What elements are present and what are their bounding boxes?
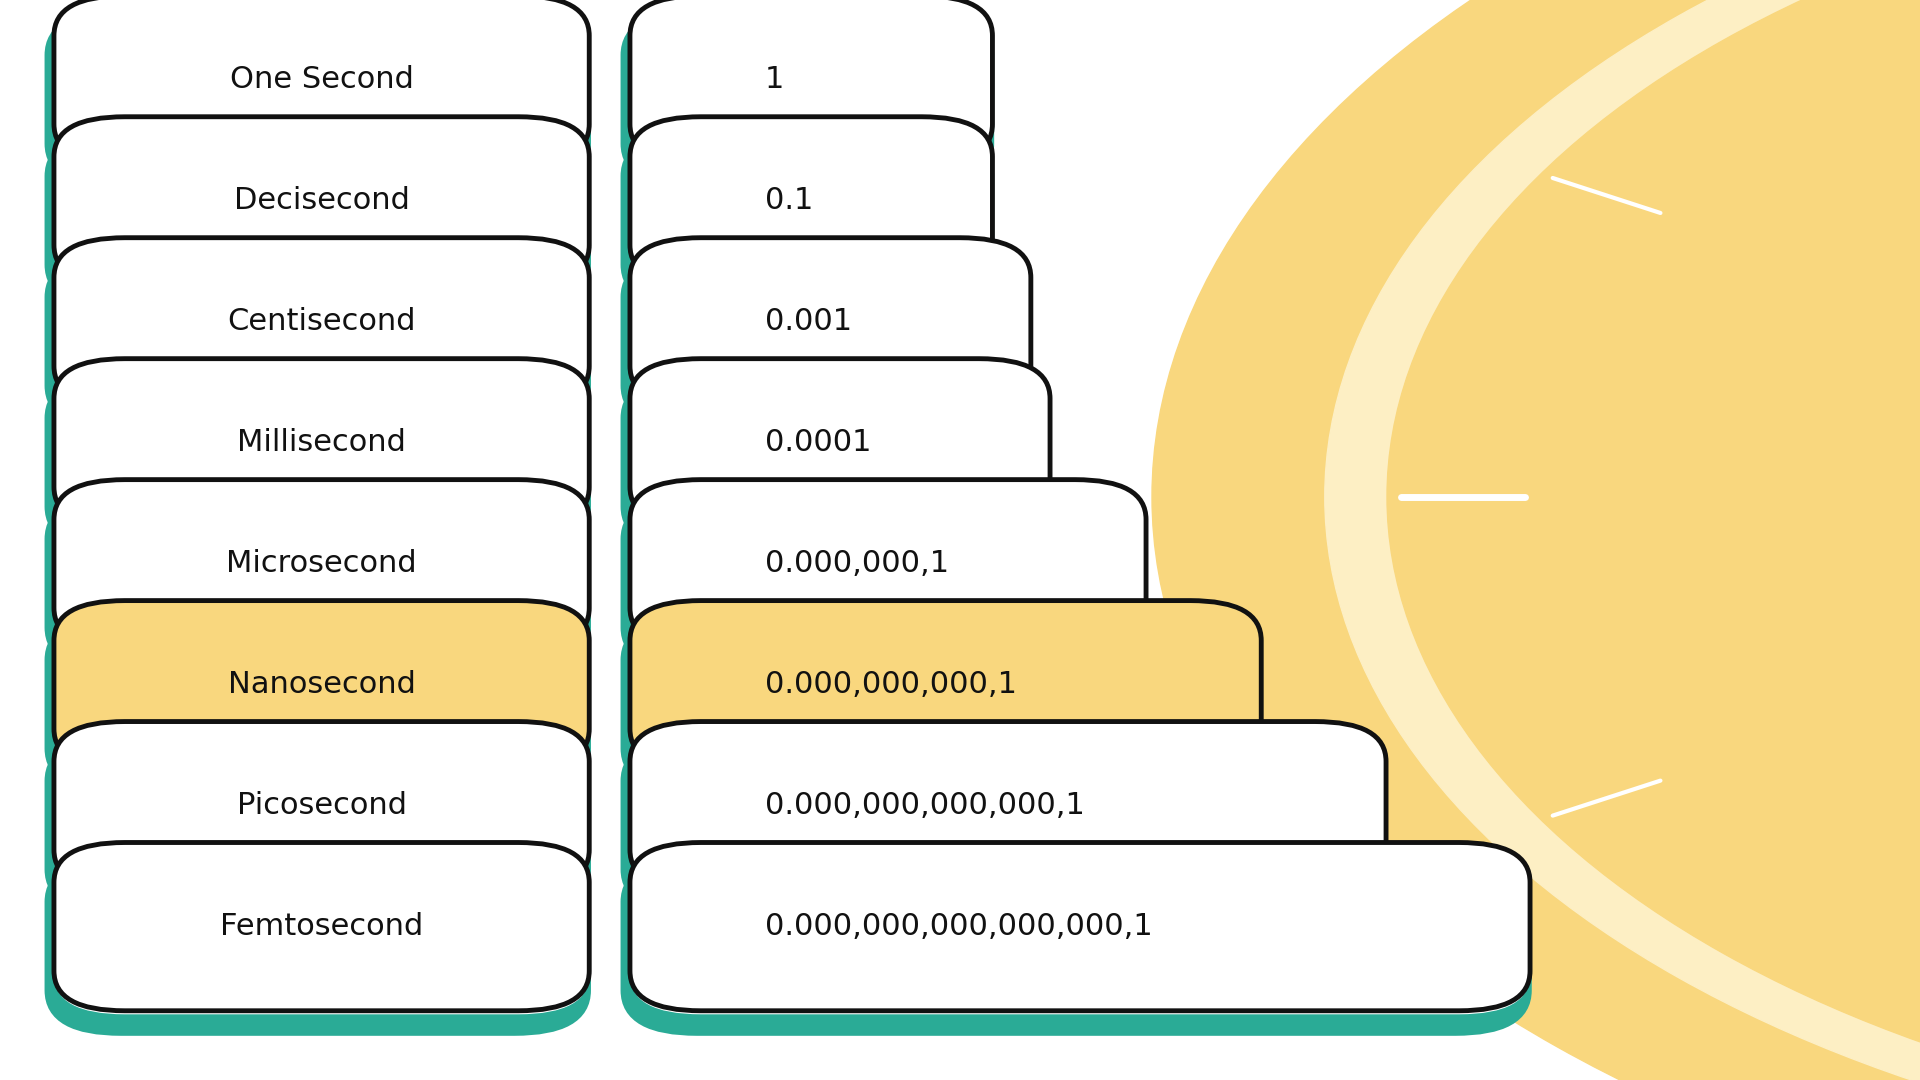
Text: Decisecond: Decisecond [234, 187, 409, 215]
FancyBboxPatch shape [54, 0, 589, 164]
FancyBboxPatch shape [626, 378, 1046, 546]
FancyBboxPatch shape [54, 480, 589, 648]
FancyBboxPatch shape [54, 362, 589, 530]
FancyBboxPatch shape [630, 721, 1386, 890]
Text: 0.000,000,000,000,000,1: 0.000,000,000,000,000,1 [764, 913, 1152, 941]
FancyBboxPatch shape [54, 483, 589, 651]
Text: 0.1: 0.1 [764, 187, 812, 215]
FancyBboxPatch shape [54, 120, 589, 288]
FancyBboxPatch shape [626, 620, 1258, 788]
FancyBboxPatch shape [50, 15, 586, 184]
Text: Centisecond: Centisecond [227, 308, 417, 336]
FancyBboxPatch shape [50, 136, 586, 305]
FancyBboxPatch shape [54, 600, 589, 769]
FancyBboxPatch shape [630, 359, 1050, 527]
FancyBboxPatch shape [626, 862, 1526, 1030]
FancyBboxPatch shape [630, 362, 1050, 530]
FancyBboxPatch shape [630, 120, 993, 288]
Text: 0.000,000,000,1: 0.000,000,000,1 [764, 671, 1016, 699]
Circle shape [1152, 0, 1920, 1080]
Text: Picosecond: Picosecond [236, 792, 407, 820]
FancyBboxPatch shape [54, 846, 589, 1014]
FancyBboxPatch shape [50, 862, 586, 1030]
FancyBboxPatch shape [50, 741, 586, 909]
FancyBboxPatch shape [50, 378, 586, 546]
FancyBboxPatch shape [626, 136, 989, 305]
FancyBboxPatch shape [54, 238, 589, 406]
FancyBboxPatch shape [630, 0, 993, 167]
Text: Nanosecond: Nanosecond [228, 671, 415, 699]
Text: 0.000,000,1: 0.000,000,1 [764, 550, 948, 578]
FancyBboxPatch shape [54, 117, 589, 285]
FancyBboxPatch shape [630, 842, 1530, 1011]
Text: One Second: One Second [230, 66, 413, 94]
FancyBboxPatch shape [630, 483, 1146, 651]
Circle shape [1386, 0, 1920, 1080]
FancyBboxPatch shape [50, 620, 586, 788]
FancyBboxPatch shape [54, 0, 589, 167]
FancyBboxPatch shape [626, 257, 1027, 426]
FancyBboxPatch shape [54, 725, 589, 893]
Text: Millisecond: Millisecond [238, 429, 405, 457]
FancyBboxPatch shape [630, 241, 1031, 409]
FancyBboxPatch shape [54, 241, 589, 409]
FancyBboxPatch shape [630, 480, 1146, 648]
FancyBboxPatch shape [630, 604, 1261, 772]
FancyBboxPatch shape [54, 842, 589, 1011]
Text: Microsecond: Microsecond [227, 550, 417, 578]
FancyBboxPatch shape [630, 238, 1031, 406]
FancyBboxPatch shape [54, 721, 589, 890]
Text: 1: 1 [764, 66, 783, 94]
FancyBboxPatch shape [630, 117, 993, 285]
FancyBboxPatch shape [630, 0, 993, 164]
Text: Femtosecond: Femtosecond [221, 913, 422, 941]
FancyBboxPatch shape [626, 15, 989, 184]
Circle shape [1325, 0, 1920, 1080]
Text: 0.000,000,000,000,1: 0.000,000,000,000,1 [764, 792, 1085, 820]
FancyBboxPatch shape [626, 499, 1142, 667]
FancyBboxPatch shape [630, 600, 1261, 769]
FancyBboxPatch shape [626, 741, 1382, 909]
FancyBboxPatch shape [630, 725, 1386, 893]
FancyBboxPatch shape [54, 604, 589, 772]
FancyBboxPatch shape [50, 499, 586, 667]
FancyBboxPatch shape [54, 359, 589, 527]
FancyBboxPatch shape [50, 257, 586, 426]
FancyBboxPatch shape [630, 846, 1530, 1014]
Text: 0.001: 0.001 [764, 308, 852, 336]
Text: 0.0001: 0.0001 [764, 429, 872, 457]
